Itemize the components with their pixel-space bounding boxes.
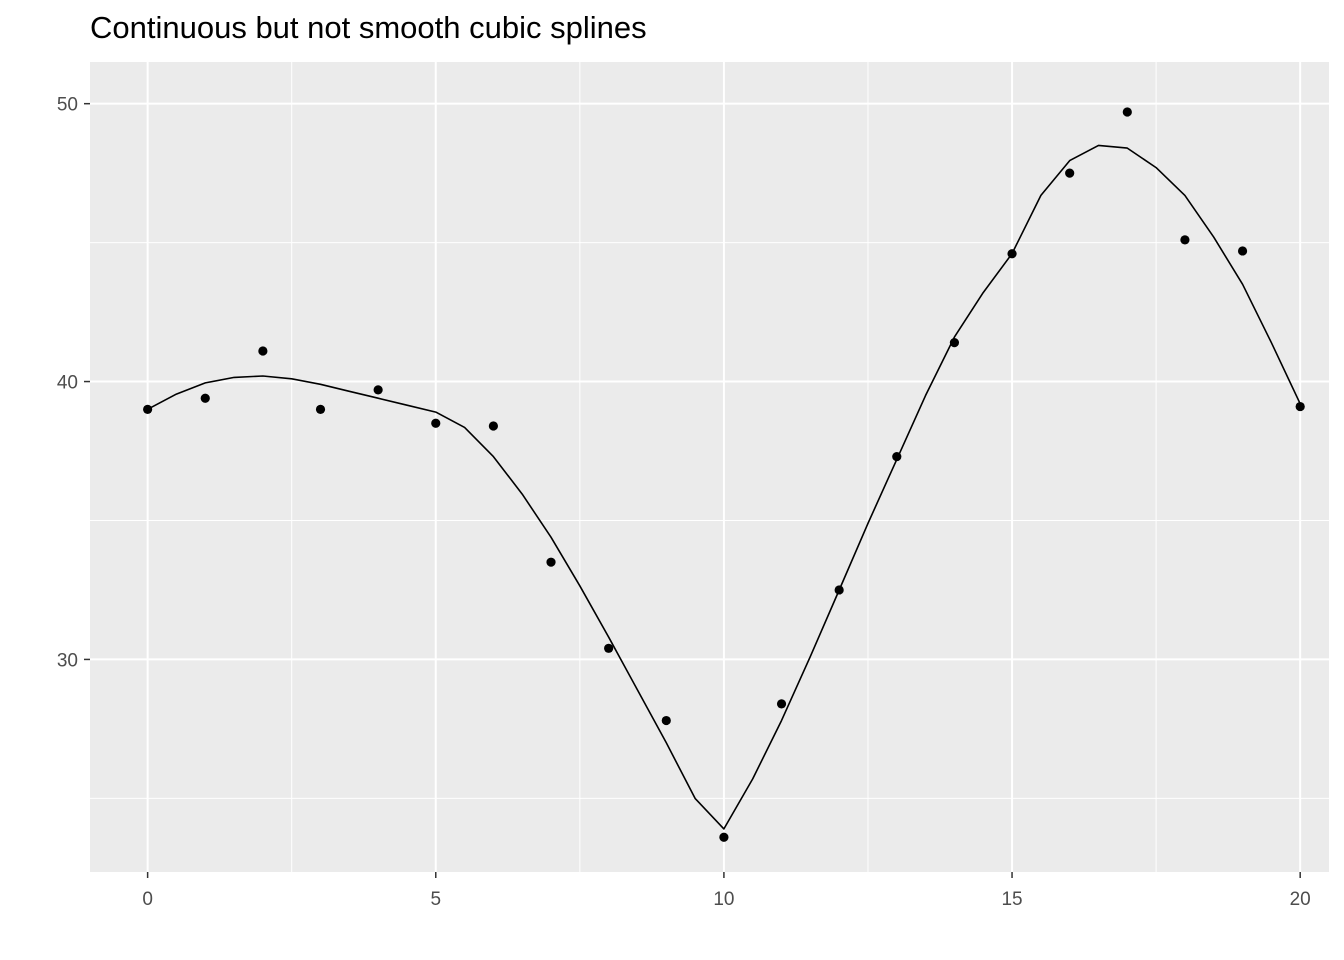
data-point bbox=[1122, 107, 1132, 117]
data-point bbox=[1007, 249, 1017, 259]
plot-panel bbox=[90, 62, 1329, 872]
data-point bbox=[258, 346, 268, 356]
data-point bbox=[1065, 168, 1075, 178]
data-point bbox=[1180, 235, 1190, 245]
data-point bbox=[315, 404, 326, 414]
data-point bbox=[604, 643, 614, 653]
data-point bbox=[1237, 246, 1248, 256]
minor-gridlines bbox=[90, 62, 1329, 872]
x-tick-label: 0 bbox=[142, 889, 153, 910]
y-tick-label: 30 bbox=[57, 650, 78, 671]
data-point bbox=[488, 421, 498, 431]
spline-line bbox=[147, 144, 1301, 830]
data-point bbox=[661, 715, 671, 726]
chart-title: Continuous but not smooth cubic splines bbox=[90, 10, 647, 45]
y-tick-label: 40 bbox=[57, 373, 78, 394]
x-tick-label: 15 bbox=[1001, 889, 1022, 910]
x-tick-label: 10 bbox=[713, 889, 734, 910]
data-point bbox=[1295, 401, 1305, 412]
data-point bbox=[143, 404, 153, 414]
axes: 0 5 10 15 20 30 40 50 bbox=[57, 95, 1311, 910]
x-tick-label: 20 bbox=[1290, 889, 1311, 910]
data-point bbox=[834, 585, 844, 595]
x-tick-label: 5 bbox=[430, 889, 441, 910]
data-series bbox=[143, 107, 1305, 842]
data-point bbox=[373, 385, 383, 395]
data-point bbox=[892, 451, 902, 462]
data-point bbox=[200, 393, 210, 403]
data-point bbox=[949, 338, 960, 348]
data-point bbox=[719, 832, 729, 842]
major-gridlines bbox=[90, 62, 1329, 872]
data-point bbox=[776, 699, 787, 709]
data-point bbox=[546, 557, 556, 567]
y-tick-label: 50 bbox=[57, 95, 78, 116]
data-point bbox=[431, 418, 441, 428]
